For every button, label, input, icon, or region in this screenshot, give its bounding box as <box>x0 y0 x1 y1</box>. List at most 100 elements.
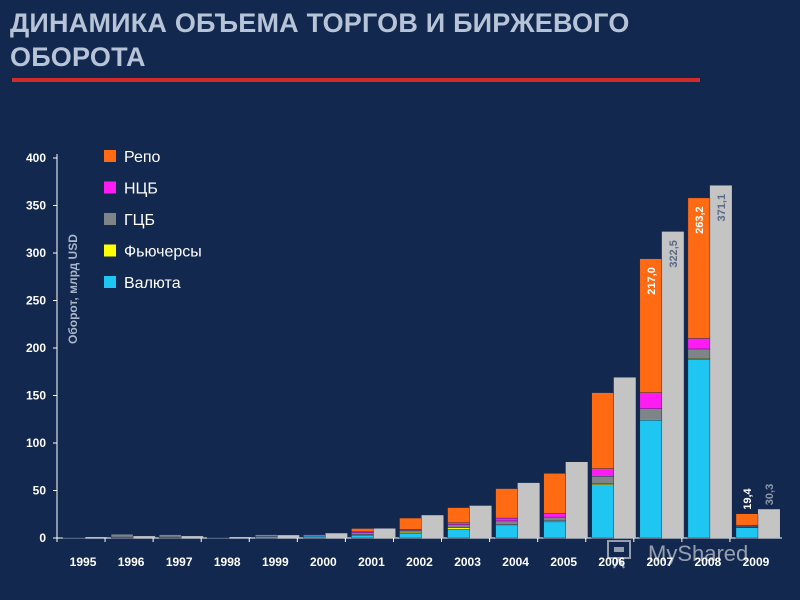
y-axis-title: Оборот, млрд USD <box>66 234 80 344</box>
bar-segment <box>351 532 374 535</box>
y-tick-label: 100 <box>26 436 46 450</box>
turnover-bar <box>709 185 732 538</box>
bar-segment <box>399 530 422 533</box>
bar-segment <box>639 408 663 420</box>
bar-segment <box>303 534 326 535</box>
stack-total-label: 217,0 <box>646 267 658 295</box>
turnover-bar <box>133 536 156 538</box>
turnover-bar <box>517 482 540 538</box>
legend-label: НЦБ <box>124 181 158 198</box>
title-underline <box>12 78 700 82</box>
turnover-bar <box>277 535 300 538</box>
bar-segment <box>158 534 182 538</box>
y-tick-label: 200 <box>26 341 46 355</box>
y-tick-label: 0 <box>39 531 46 545</box>
legend-swatch <box>104 213 116 225</box>
bar-segment <box>495 525 518 539</box>
bar-segment <box>735 527 759 539</box>
x-tick-label: 1995 <box>70 555 97 569</box>
bar-segment <box>639 258 663 393</box>
turnover-bar <box>181 536 204 538</box>
bar-segment <box>591 484 614 539</box>
legend-label: Репо <box>124 149 161 166</box>
bar-segment <box>591 476 614 485</box>
watermark-text: MyShared <box>648 541 748 566</box>
turnover-bar <box>229 537 252 538</box>
bar-segment <box>495 488 518 519</box>
watermark: MyShared <box>607 540 748 569</box>
bar-segment <box>687 359 711 539</box>
bar-segment <box>543 513 566 518</box>
turnover-bar <box>757 509 780 538</box>
y-tick-label: 50 <box>33 484 47 498</box>
x-tick-label: 2002 <box>406 555 433 569</box>
turnover-bar <box>325 533 348 538</box>
bar-segment <box>399 517 422 530</box>
bar-segment <box>639 420 663 539</box>
x-tick-label: 2000 <box>310 555 337 569</box>
x-tick-label: 2009 <box>743 555 770 569</box>
stack-total-label: 19,4 <box>742 487 754 509</box>
myshared-logo-icon <box>607 540 631 569</box>
data-labels: 217,0 322,5 263,2 371,1 19,4 30,3 <box>646 194 776 510</box>
bar-segment <box>303 535 326 539</box>
bar-segment <box>255 536 278 539</box>
bar-segment <box>687 197 711 339</box>
bar-segment <box>447 522 470 525</box>
y-tick-label: 300 <box>26 246 46 260</box>
x-tick-label: 1997 <box>166 555 193 569</box>
turnover-bar <box>373 528 396 538</box>
slide-title: ДИНАМИКА ОБЪЕМА ТОРГОВ И БИРЖЕВОГО ОБОРО… <box>10 8 630 72</box>
y-tick-label: 150 <box>26 389 46 403</box>
bar-segment <box>591 392 614 469</box>
bars <box>62 185 780 539</box>
bar-segment <box>495 517 518 522</box>
bar-segment <box>255 534 278 537</box>
bar-segment <box>687 348 711 359</box>
y-tick-label: 400 <box>26 151 46 165</box>
turnover-bar <box>469 505 492 538</box>
bar-segment <box>495 520 518 525</box>
bar-segment <box>447 527 470 530</box>
x-tick-label: 2004 <box>502 555 529 569</box>
turnover-bar <box>661 231 684 538</box>
legend-swatch <box>104 150 116 162</box>
bar-segment <box>351 528 374 533</box>
bar-segment <box>399 533 422 539</box>
legend-label: Фьючерсы <box>124 244 202 261</box>
y-tick-label: 350 <box>26 199 46 213</box>
turnover-bar <box>421 515 444 538</box>
bar-segment <box>447 507 470 524</box>
x-tick-label: 2008 <box>695 555 722 569</box>
bar-segment <box>447 524 470 528</box>
legend-label: ГЦБ <box>124 212 155 229</box>
bar-segment <box>543 521 566 539</box>
y-tick-label: 250 <box>26 294 46 308</box>
legend-swatch <box>104 181 116 194</box>
bar-segment <box>110 534 134 538</box>
bar-segment <box>735 513 759 526</box>
turnover-total-label: 322,5 <box>668 240 680 268</box>
bar-segment <box>591 468 614 477</box>
turnover-total-label: 371,1 <box>716 194 728 222</box>
turnover-bar <box>565 462 588 538</box>
x-tick-label: 2003 <box>454 555 481 569</box>
turnover-total-label: 30,3 <box>764 484 776 505</box>
bar-segment <box>687 338 711 350</box>
bar-segment <box>543 516 566 522</box>
bar-segment <box>447 529 470 539</box>
bar-segment <box>351 534 374 539</box>
turnover-bar <box>613 377 636 538</box>
legend-swatch <box>104 276 116 288</box>
x-tick-label: 2001 <box>358 555 385 569</box>
bar-segment <box>543 473 566 514</box>
stack-total-label: 263,2 <box>694 206 706 234</box>
x-tick-label: 2007 <box>646 555 673 569</box>
x-tick-label: 1998 <box>214 555 241 569</box>
bar-segment <box>639 392 663 409</box>
legend: Репо НЦБ ГЦБ Фьючерсы Валюта <box>104 149 202 292</box>
legend-swatch <box>104 244 116 257</box>
legend-label: Валюта <box>124 275 181 292</box>
turnover-bar <box>85 537 108 538</box>
